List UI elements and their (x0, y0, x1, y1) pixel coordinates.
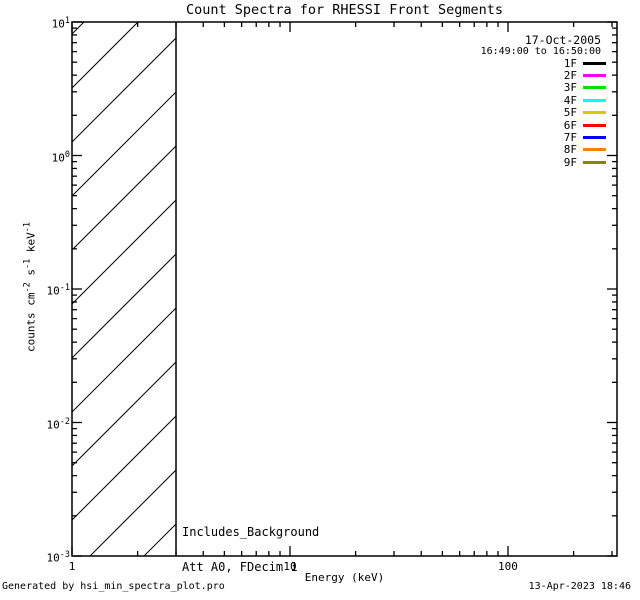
legend-color-line (583, 86, 606, 90)
legend-color-line (583, 98, 606, 102)
legend-label: 2F (563, 69, 577, 83)
legend-color-line (583, 123, 606, 127)
y-axis-label-text: keV (24, 232, 38, 259)
y-axis-label-exponent: -2 (22, 282, 33, 293)
axis-ticks (71, 21, 617, 557)
y-axis-label-text: counts cm (24, 292, 38, 353)
legend-label: 7F (563, 131, 577, 145)
observation-time-range: 16:49:00 to 16:50:00 (480, 46, 601, 57)
legend-label: 9F (563, 155, 577, 169)
generator-credit: Generated by hsi_min_spectra_plot.pro (2, 581, 225, 592)
legend-item-7f: 7F (563, 131, 606, 145)
legend-color-line (583, 136, 606, 140)
legend-item-1f: 1F (563, 56, 606, 70)
legend-color-line (583, 61, 606, 65)
legend-item-6f: 6F (563, 118, 606, 132)
annotation-block: Includes_Background Att A0, FDecim 1 (182, 504, 319, 596)
y-axis-label-exponent: -1 (22, 221, 33, 233)
x-axis-label: Energy (keV) (304, 571, 385, 584)
annotation-attenuator-state: Att A0, FDecim 1 (182, 559, 298, 574)
legend-item-9f: 9F (563, 155, 606, 169)
legend-item-2f: 2F (563, 69, 606, 83)
legend-color-line (583, 148, 606, 152)
y-axis-label-text: s (24, 268, 38, 283)
hatched-region (72, 22, 177, 556)
legend-color-line (583, 160, 606, 164)
legend-item-5f: 5F (563, 106, 606, 120)
legend-label: 8F (563, 143, 577, 157)
legend-color-line (583, 111, 606, 115)
legend-label: 5F (563, 106, 577, 120)
legend-label: 6F (563, 118, 577, 132)
y-axis-label-exponent: -1 (22, 258, 33, 269)
legend-label: 3F (563, 81, 577, 95)
legend-color-line (583, 74, 606, 78)
annotation-includes-background: Includes_Background (182, 525, 320, 539)
render-timestamp: 13-Apr-2023 18:46 (528, 581, 631, 592)
y-axis-label: counts cm-2 s-1 keV-1 (23, 222, 38, 352)
legend-item-4f: 4F (563, 93, 606, 107)
chart-title: Count Spectra for RHESSI Front Segments (186, 2, 503, 18)
legend-label: 4F (563, 93, 577, 107)
legend: 1F 2F 3F 4F 5F 6F 7F 8F 9F (564, 57, 606, 169)
observation-date: 17-Oct-2005 (524, 33, 601, 47)
legend-item-8f: 8F (563, 143, 606, 157)
plot-frame (71, 21, 618, 557)
legend-item-3f: 3F (563, 81, 606, 95)
legend-label: 1F (563, 56, 577, 70)
